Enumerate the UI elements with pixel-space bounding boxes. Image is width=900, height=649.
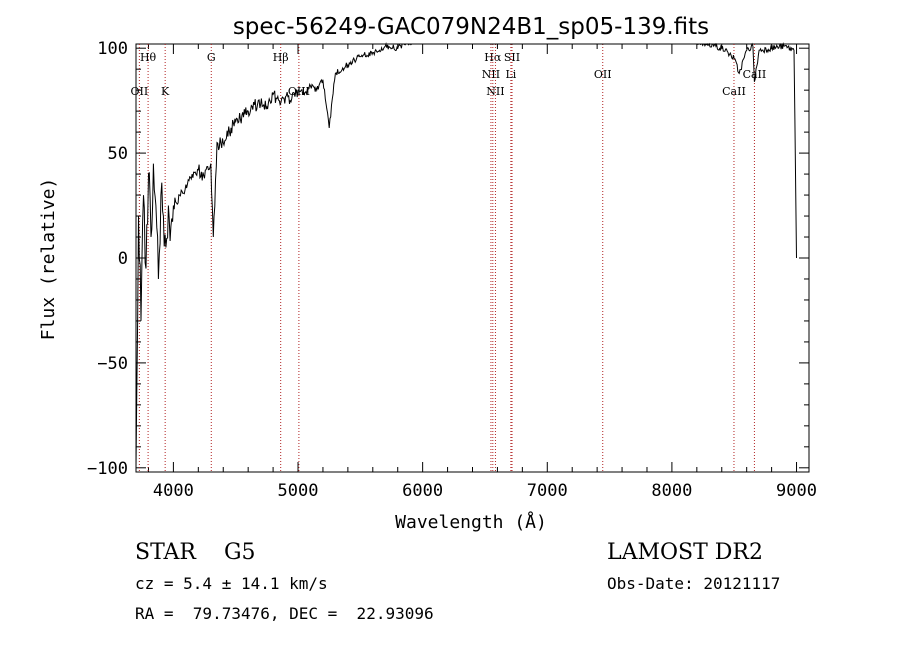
spectral-line-label: OII (594, 68, 612, 81)
spectral-line-label: K (161, 85, 170, 98)
plot-frame (135, 43, 810, 473)
chart-title: spec-56249-GAC079N24B1_sp05-139.fits (233, 14, 709, 40)
spectral-line-label: Li (505, 68, 516, 81)
x-tick-label: 9000 (776, 481, 817, 501)
y-tick-label: 100 (97, 39, 128, 59)
x-tick-label: 5000 (278, 481, 319, 501)
y-tick-label: −50 (97, 354, 128, 374)
x-tick-label: 4000 (153, 481, 194, 501)
axes: 4000 5000 6000 7000 8000 9000 −100 −50 0 50 100 (87, 39, 817, 501)
observation-date: Obs-Date: 20121117 (607, 574, 781, 593)
x-tick-label: 6000 (402, 481, 443, 501)
y-tick-label: 0 (118, 249, 128, 269)
series-layer (135, 42, 797, 468)
coordinates: RA = 79.73476, DEC = 22.93096 (135, 604, 434, 623)
y-tick-label: 50 (108, 144, 128, 164)
x-tick-label: 7000 (527, 481, 568, 501)
spectral-line-label: NII (486, 85, 504, 98)
spectral-line-label: CaII (722, 85, 746, 98)
spectral-line-label: NII (482, 68, 500, 81)
spectral-line-label: Hα (484, 51, 502, 64)
x-axis-label: Wavelength (Å) (395, 511, 547, 533)
survey-name: LAMOST DR2 (607, 540, 763, 565)
y-tick-label: −100 (87, 459, 128, 479)
spectrum-line (135, 42, 797, 468)
spectral-line-label: SII (504, 51, 520, 64)
spectral-line-label: OII (131, 85, 149, 98)
y-axis-label: Flux (relative) (38, 178, 59, 341)
x-tick-label: 8000 (651, 481, 692, 501)
spectral-line-label: Hβ (273, 51, 289, 64)
redshift-velocity: cz = 5.4 ± 14.1 km/s (135, 574, 328, 593)
object-class: STAR G5 (135, 540, 256, 565)
spectral-line-label: Hθ (140, 51, 157, 64)
spectral-line-label: G (207, 51, 216, 64)
